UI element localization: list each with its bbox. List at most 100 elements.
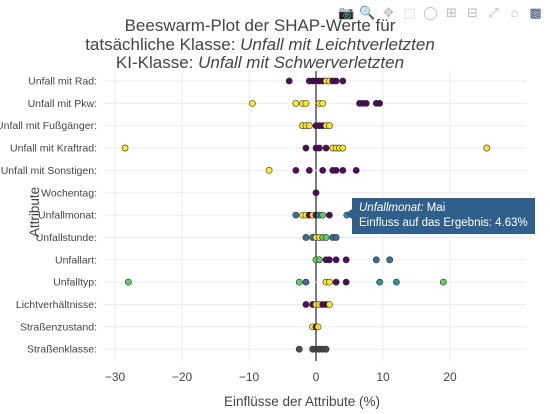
data-point[interactable] bbox=[305, 166, 313, 174]
autoscale-icon[interactable]: ⤢ bbox=[488, 5, 499, 20]
chart-title-line-3: KI-Klasse: Unfall mit Schwerverletzten bbox=[116, 53, 404, 72]
y-tick-labels: Unfall mit Rad: Unfall mit Pkw: Unfall mit… bbox=[0, 76, 97, 356]
data-point[interactable] bbox=[339, 144, 347, 152]
lasso-icon[interactable]: ◯ bbox=[423, 5, 438, 20]
data-point[interactable] bbox=[372, 256, 380, 264]
data-point[interactable] bbox=[292, 99, 300, 107]
zoom-icon[interactable]: 🔍 bbox=[359, 5, 376, 20]
x-tick-label: −10 bbox=[239, 370, 260, 384]
chart-title-line-2: tatsächliche Klasse: Unfall mit Leichtve… bbox=[85, 35, 435, 54]
data-point[interactable] bbox=[362, 99, 370, 107]
data-point[interactable] bbox=[315, 256, 323, 264]
data-point[interactable] bbox=[319, 99, 327, 107]
data-point[interactable] bbox=[302, 234, 310, 241]
box-select-icon[interactable]: ⬚ bbox=[403, 5, 416, 20]
title-text: Beeswarm-Plot der SHAP-Werte für bbox=[125, 16, 396, 35]
data-points bbox=[121, 77, 491, 353]
x-tick-label: 0 bbox=[313, 370, 320, 384]
data-point[interactable] bbox=[376, 99, 384, 107]
x-axis-title: Einflüsse der Attribute (%) bbox=[224, 394, 380, 409]
x-tick-labels: −30 −20 −10 0 10 20 bbox=[105, 370, 457, 384]
data-point[interactable] bbox=[295, 278, 303, 286]
y-tick-label: Unfallmonat: bbox=[38, 210, 97, 222]
y-axis-title: Attribute bbox=[27, 187, 42, 237]
data-point[interactable] bbox=[121, 144, 129, 152]
data-point[interactable] bbox=[322, 345, 330, 353]
y-tick-label: Wochentag: bbox=[41, 187, 97, 199]
data-point[interactable] bbox=[124, 278, 132, 286]
home-icon[interactable]: ⌂ bbox=[510, 5, 519, 20]
data-point[interactable] bbox=[332, 278, 340, 286]
zoom-in-icon[interactable]: ⊞ bbox=[446, 5, 457, 20]
y-tick-label: Unfall mit Kraftrad: bbox=[10, 143, 97, 155]
data-point[interactable] bbox=[339, 166, 347, 174]
data-point[interactable] bbox=[352, 166, 360, 174]
data-point[interactable] bbox=[248, 99, 256, 107]
data-point[interactable] bbox=[325, 301, 333, 308]
y-tick-label: Unfall mit Sonstigen: bbox=[1, 165, 97, 177]
x-tick-label: −30 bbox=[105, 370, 126, 384]
title-italic-text: Unfall mit Leichtverletzten bbox=[240, 35, 435, 54]
title-text: tatsächliche Klasse: bbox=[85, 35, 240, 54]
data-point[interactable] bbox=[342, 256, 350, 264]
y-tick-label: Unfall mit Fußgänger: bbox=[0, 120, 97, 132]
data-point[interactable] bbox=[314, 323, 322, 331]
data-point[interactable] bbox=[292, 166, 300, 174]
data-point[interactable] bbox=[292, 211, 300, 219]
tooltip-value: Mai bbox=[426, 202, 446, 214]
zoom-out-icon[interactable]: ⊟ bbox=[467, 5, 478, 20]
data-point[interactable] bbox=[332, 256, 340, 264]
data-point[interactable] bbox=[342, 278, 350, 286]
data-point[interactable] bbox=[392, 278, 400, 286]
data-point[interactable] bbox=[322, 144, 330, 152]
y-tick-label: Straßenklasse: bbox=[27, 344, 97, 356]
y-tick-label: Straßenzustand: bbox=[20, 321, 97, 333]
pan-icon[interactable]: ✥ bbox=[383, 5, 394, 20]
data-point[interactable] bbox=[265, 166, 273, 174]
y-tick-label: Unfallstunde: bbox=[36, 232, 97, 244]
data-point[interactable] bbox=[386, 256, 394, 264]
x-tick-label: 10 bbox=[376, 370, 390, 384]
chart-title-line-1: Beeswarm-Plot der SHAP-Werte für bbox=[125, 16, 396, 35]
tooltip-pointer bbox=[345, 209, 352, 219]
plot-modebar: 📷 🔍 ✥ ⬚ ◯ ⊞ ⊟ ⤢ ⌂ ▩ bbox=[338, 4, 544, 21]
y-tick-label: Unfallart: bbox=[55, 254, 97, 266]
data-point[interactable] bbox=[319, 211, 327, 219]
data-point[interactable] bbox=[302, 278, 310, 286]
data-point[interactable] bbox=[325, 278, 333, 286]
data-point[interactable] bbox=[332, 77, 340, 85]
data-point[interactable] bbox=[332, 166, 340, 174]
camera-icon[interactable]: 📷 bbox=[338, 5, 355, 20]
data-point[interactable] bbox=[325, 211, 333, 219]
x-tick-label: 20 bbox=[443, 370, 457, 384]
data-point[interactable] bbox=[325, 256, 333, 264]
data-point[interactable] bbox=[285, 77, 293, 85]
data-point[interactable] bbox=[439, 278, 447, 286]
tooltip-key: Unfallmonat: bbox=[359, 202, 424, 214]
data-point[interactable] bbox=[483, 144, 491, 152]
data-point[interactable] bbox=[322, 234, 330, 241]
data-point[interactable] bbox=[319, 166, 327, 174]
y-tick-label: Unfall mit Rad: bbox=[28, 76, 97, 88]
data-point[interactable] bbox=[302, 99, 310, 107]
y-tick-label: Unfalltyp: bbox=[53, 277, 97, 289]
data-point[interactable] bbox=[315, 144, 323, 152]
hover-tooltip: Unfallmonat: Mai Einfluss auf das Ergebn… bbox=[352, 198, 535, 234]
plotly-logo-icon[interactable]: ▩ bbox=[529, 5, 542, 20]
x-tick-label: −20 bbox=[172, 370, 193, 384]
data-point[interactable] bbox=[325, 122, 333, 130]
data-point[interactable] bbox=[295, 345, 303, 353]
data-point[interactable] bbox=[312, 189, 320, 197]
data-point[interactable] bbox=[302, 144, 310, 152]
data-point[interactable] bbox=[339, 77, 347, 85]
y-tick-label: Unfall mit Pkw: bbox=[28, 98, 97, 110]
y-tick-label: Lichtverhältnisse: bbox=[16, 299, 97, 311]
title-italic-text: Unfall mit Schwerverletzten bbox=[198, 53, 404, 72]
tooltip-detail: Einfluss auf das Ergebnis: 4.63% bbox=[359, 217, 528, 229]
title-text: KI-Klasse: bbox=[116, 53, 198, 72]
data-point[interactable] bbox=[332, 234, 340, 241]
data-point[interactable] bbox=[376, 278, 384, 286]
data-point[interactable] bbox=[302, 301, 310, 308]
data-point[interactable] bbox=[305, 122, 313, 130]
